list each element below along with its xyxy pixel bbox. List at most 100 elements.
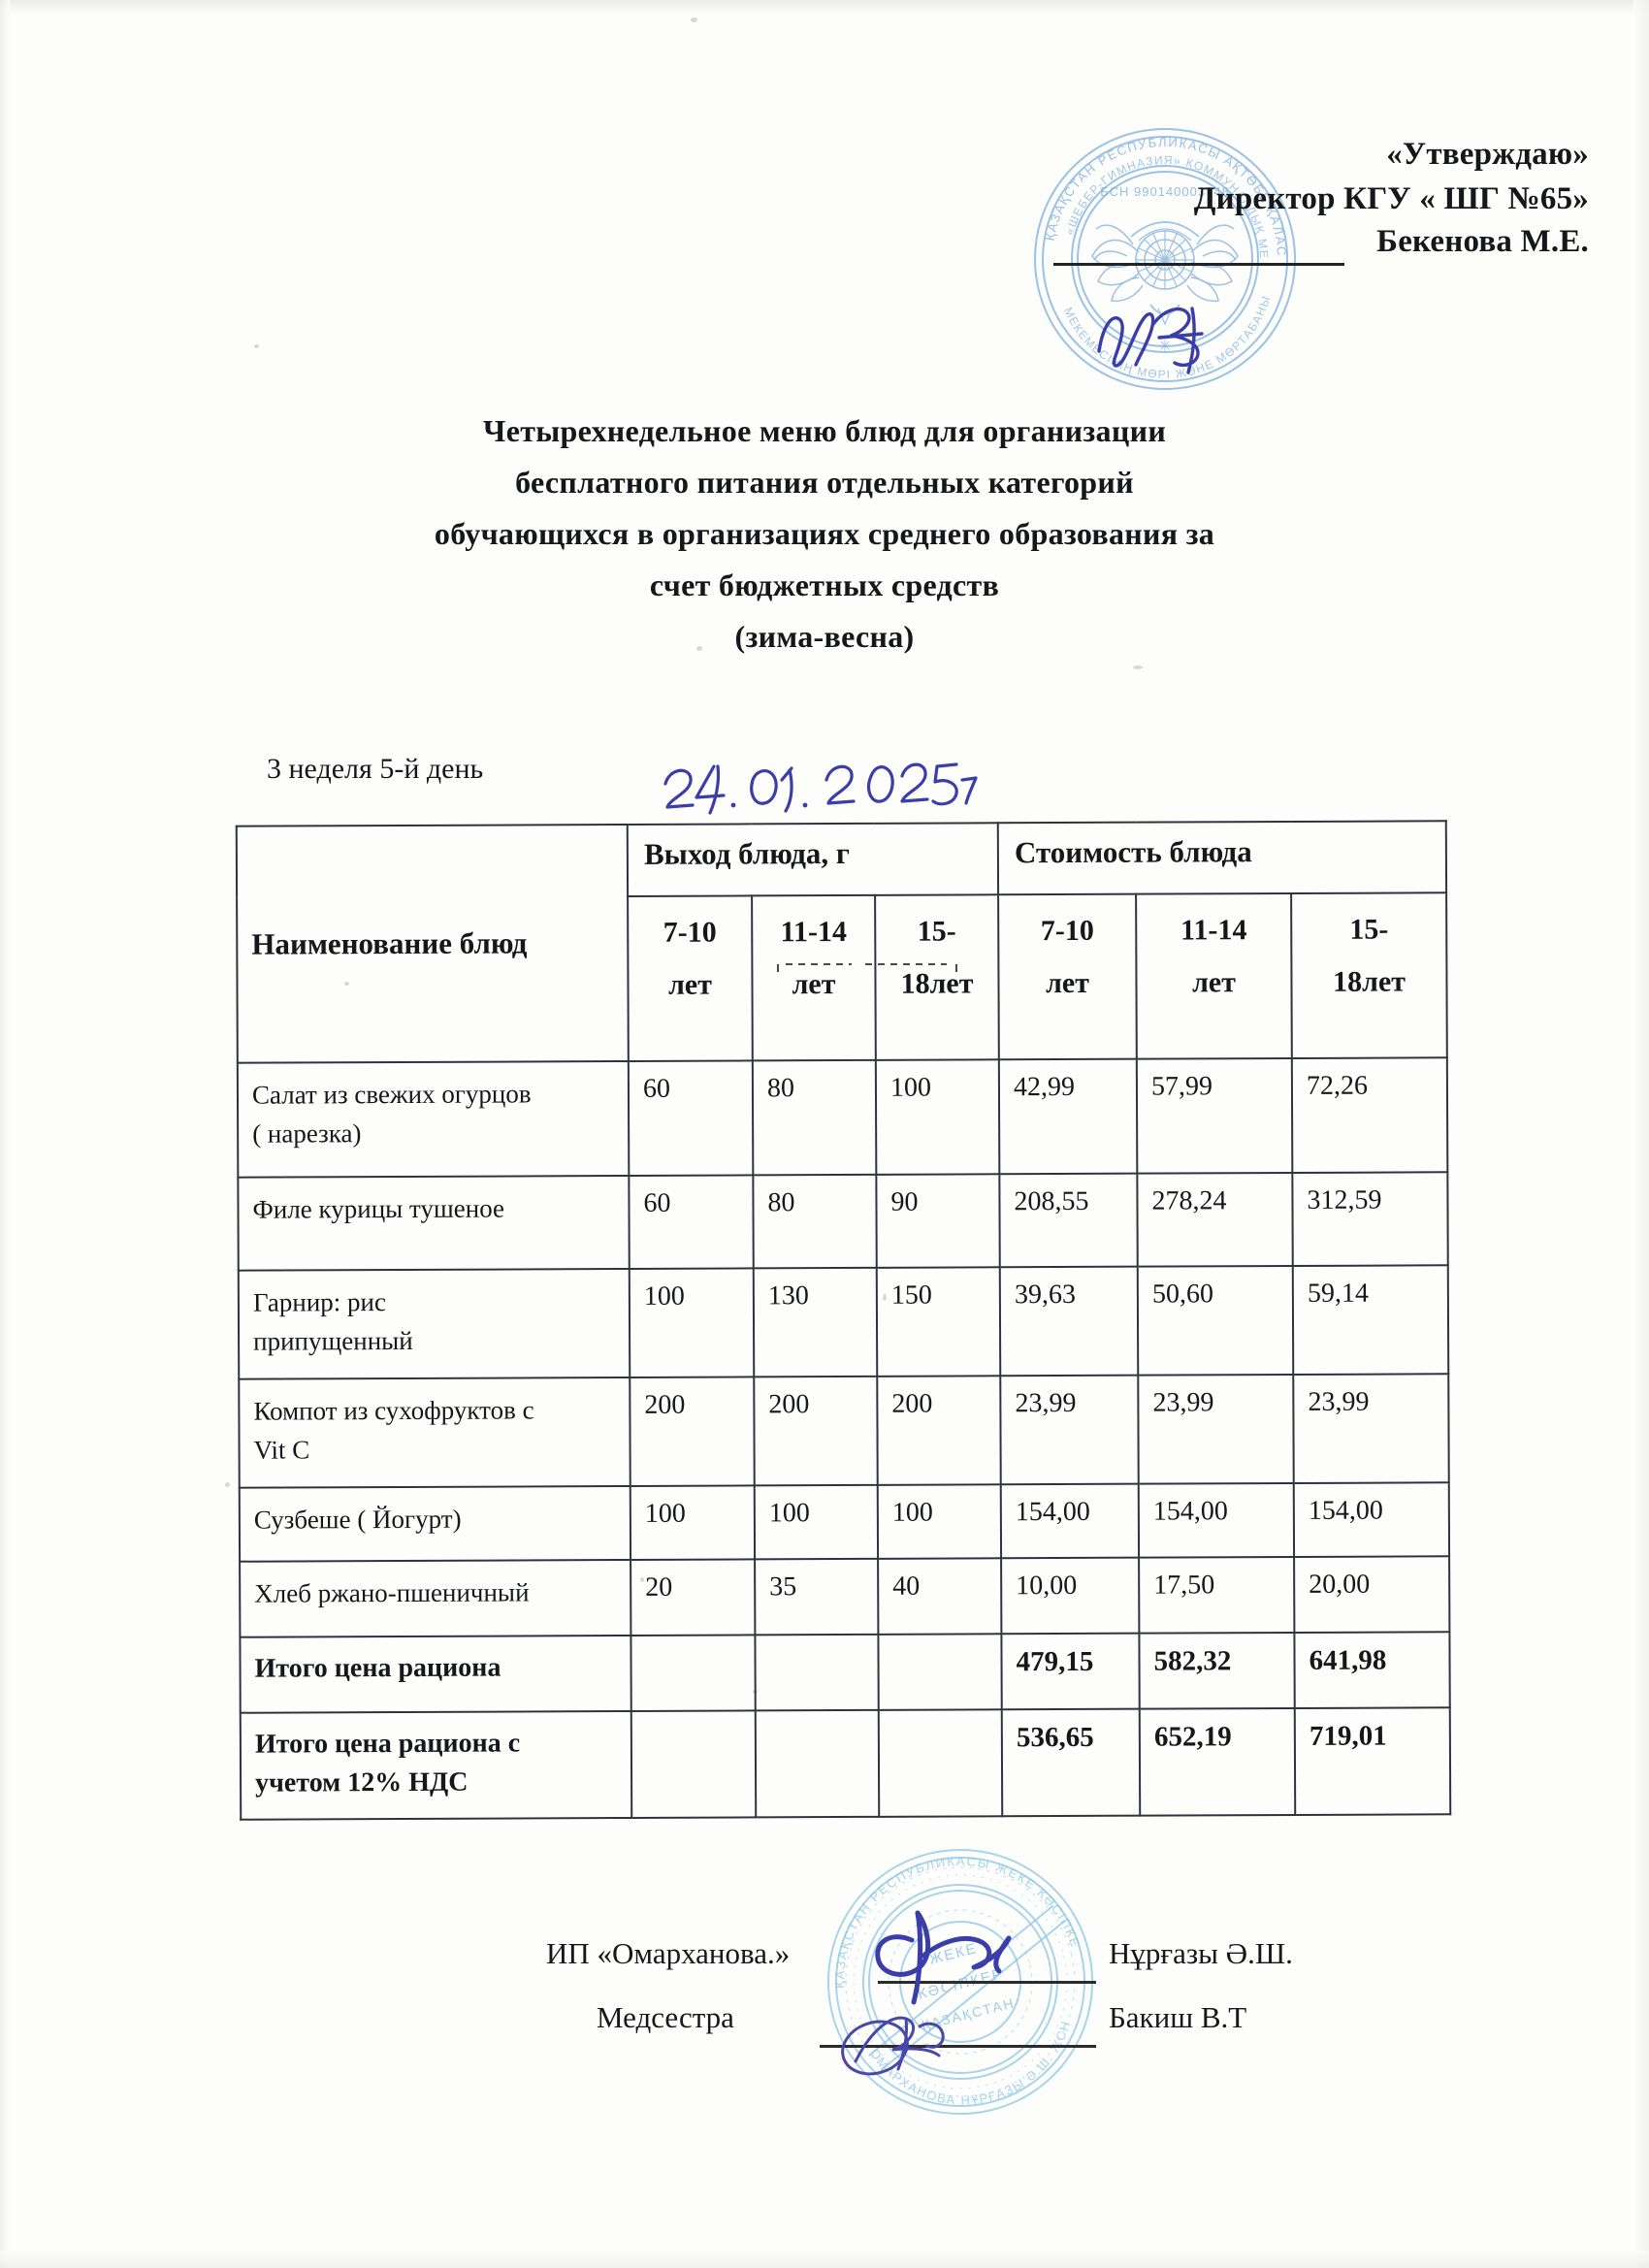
- nurse-signature-line: [820, 2045, 1096, 2048]
- footer-row-nurse: Медсестра Бакиш В.Т: [0, 1994, 1649, 2058]
- cost-11-14-cell: 17,50: [1139, 1556, 1295, 1634]
- cost-15-18-cell: 59,14: [1292, 1265, 1449, 1375]
- table-row: Сузбеше ( Йогурт) 100 100 100 154,00 154…: [239, 1482, 1450, 1562]
- output-7-10-cell: 100: [629, 1268, 755, 1377]
- total-label-cell: Итого цена рациона: [240, 1635, 631, 1713]
- cost-7-10-cell: 39,63: [999, 1266, 1139, 1377]
- cost-15-18-cell: 72,26: [1291, 1057, 1448, 1173]
- age-range: 7-10: [663, 916, 717, 949]
- output-7-10-cell: 60: [629, 1175, 754, 1269]
- total-vat-cost-15-18-cell: 719,01: [1294, 1707, 1451, 1815]
- approval-block: «Утверждаю» Директор КГУ « ШГ №65» Бекен…: [1053, 132, 1589, 272]
- age-unit: лет: [792, 968, 836, 1001]
- output-11-14-cell: [755, 1634, 879, 1711]
- output-11-14-cell: 100: [754, 1484, 879, 1560]
- output-15-18-cell: 100: [875, 1059, 1000, 1175]
- total-vat-label-line2: учетом 12% НДС: [255, 1766, 469, 1798]
- total-vat-label-line1: Итого цена рациона с: [254, 1728, 521, 1760]
- table-row: Хлеб ржано-пшеничный 20 35 40 10,00 17,5…: [240, 1556, 1450, 1637]
- scan-edge-left: [0, 0, 10, 2268]
- output-15-18-cell: 150: [876, 1267, 1001, 1377]
- header-age-cost-11-14: 11-14 лет: [1136, 892, 1292, 1059]
- scan-speck: [696, 646, 702, 651]
- dish-name-line1: Салат из свежих огурцов: [251, 1079, 532, 1110]
- cost-11-14-cell: 57,99: [1136, 1057, 1293, 1174]
- total-label-line2: [255, 1687, 623, 1689]
- header-cost-group: Стоимость блюда: [997, 821, 1447, 895]
- supplier-signature-line: [878, 1981, 1096, 1984]
- table-row: Салат из свежих огурцов ( нарезка) 60 80…: [237, 1057, 1448, 1178]
- cost-11-14-cell: 50,60: [1137, 1265, 1294, 1376]
- scan-speck: [691, 17, 697, 22]
- output-7-10-cell: [630, 1635, 756, 1711]
- age-unit: лет: [667, 968, 712, 1001]
- output-7-10-cell: 60: [628, 1060, 754, 1176]
- title-line-5-season: (зима-весна): [734, 619, 915, 654]
- dish-name-line1: Филе курицы тушеное: [252, 1193, 505, 1224]
- output-15-18-cell: [878, 1709, 1003, 1817]
- week-day-label: 3 неделя 5-й день: [267, 753, 484, 785]
- table-header-group-row: Наименование блюд Выход блюда, г Стоимос…: [236, 821, 1447, 1063]
- total-vat-cost-11-14-cell: 652,19: [1139, 1707, 1296, 1816]
- header-age-out-15-18: 15- 18лет: [875, 894, 999, 1060]
- scan-speck: [344, 982, 349, 986]
- output-11-14-cell: 35: [755, 1558, 879, 1636]
- approval-line-1: «Утверждаю»: [1386, 137, 1589, 172]
- dish-name-cell: Гарнир: рис припущенный: [238, 1268, 630, 1379]
- signature-line: [1053, 263, 1344, 266]
- output-15-18-cell: 90: [876, 1174, 1000, 1268]
- page-title: Четырехнедельное меню блюд для организац…: [0, 405, 1649, 663]
- cost-15-18-cell: 23,99: [1293, 1374, 1449, 1483]
- output-11-14-cell: 80: [752, 1059, 877, 1176]
- dish-name-cell: Филе курицы тушеное: [238, 1175, 630, 1271]
- dish-name-line1: Хлеб ржано-пшеничный: [254, 1577, 530, 1608]
- cost-7-10-cell: 10,00: [1001, 1557, 1140, 1635]
- scan-speck: [225, 1482, 230, 1487]
- cost-15-18-cell: 312,59: [1292, 1172, 1448, 1266]
- output-15-18-cell: 40: [878, 1558, 1002, 1635]
- output-11-14-cell: 80: [753, 1174, 877, 1269]
- dish-name-cell: Сузбеше ( Йогурт): [239, 1485, 631, 1562]
- dish-name-line2: припущенный: [253, 1325, 413, 1356]
- table-total-row: Итого цена рациона 479,15 582,32 641,98: [240, 1632, 1450, 1713]
- header-output-group: Выход блюда, г: [627, 823, 999, 896]
- title-line-1: Четырехнедельное меню блюд для организац…: [482, 413, 1167, 448]
- supplier-name: Нұрғазы Ә.Ш.: [1109, 1936, 1293, 1970]
- scan-speck: [883, 1294, 887, 1301]
- dish-name-line1: Компот из сухофруктов с: [253, 1395, 534, 1426]
- cost-11-14-cell: 23,99: [1138, 1374, 1294, 1484]
- total-cost-15-18-cell: 641,98: [1294, 1632, 1450, 1708]
- age-unit: 18лет: [900, 967, 974, 1000]
- title-line-2: бесплатного питания отдельных категорий: [515, 465, 1134, 500]
- dish-name-line2: [253, 1227, 621, 1229]
- scan-edge-top: [0, 0, 1649, 14]
- table-row: Компот из сухофруктов с Vit C 200 200 20…: [239, 1374, 1449, 1488]
- scan-edge-bottom: [0, 2251, 1649, 2268]
- footer-signatures: ИП «Омарханова.» Нұрғазы Ә.Ш. Медсестра …: [0, 1930, 1649, 2058]
- cost-7-10-cell: 208,55: [999, 1173, 1138, 1268]
- title-line-4: счет бюджетных средств: [649, 567, 1000, 602]
- approval-line-2: Директор КГУ « ШГ №65»: [1193, 181, 1589, 216]
- cost-7-10-cell: 23,99: [1000, 1375, 1139, 1485]
- director-signature-ink: [1091, 291, 1256, 378]
- dish-name-cell: Хлеб ржано-пшеничный: [240, 1559, 631, 1637]
- age-range: 11-14: [1180, 914, 1247, 947]
- dish-name-cell: Компот из сухофруктов с Vit C: [239, 1377, 630, 1488]
- output-11-14-cell: 130: [753, 1267, 878, 1377]
- dish-name-line2: ( нарезка): [252, 1118, 362, 1149]
- table-total-vat-row: Итого цена рациона с учетом 12% НДС 536,…: [240, 1707, 1451, 1820]
- scan-speck: [254, 344, 259, 348]
- dish-name-line2: [254, 1538, 622, 1539]
- table-row: Гарнир: рис припущенный 100 130 150 39,6…: [238, 1265, 1449, 1379]
- scan-speck: [753, 1690, 758, 1694]
- total-vat-cost-7-10-cell: 536,65: [1001, 1708, 1141, 1817]
- header-age-out-7-10: 7-10 лет: [628, 895, 753, 1061]
- scan-edge-right: [1633, 0, 1649, 2268]
- output-7-10-cell: 100: [630, 1485, 756, 1560]
- cost-7-10-cell: 154,00: [1000, 1483, 1140, 1559]
- age-range: 15-: [1349, 913, 1389, 946]
- total-vat-label-cell: Итого цена рациона с учетом 12% НДС: [240, 1710, 632, 1820]
- age-range: 15-: [917, 915, 956, 948]
- dish-name-line2: [254, 1611, 622, 1613]
